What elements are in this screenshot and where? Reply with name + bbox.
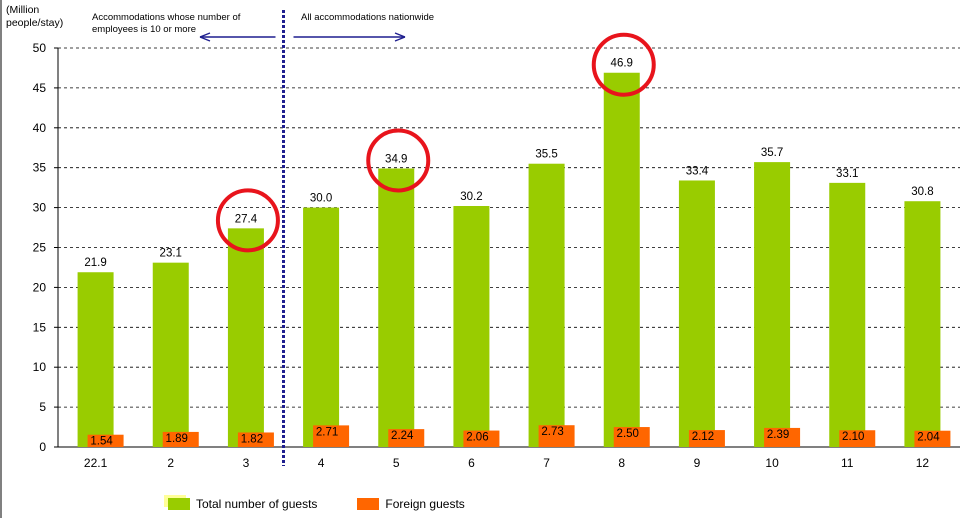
x-tick-label: 3 (243, 456, 250, 470)
data-label-total: 33.4 (686, 165, 709, 177)
highlight-circle (591, 32, 656, 97)
y-tick-label: 45 (33, 81, 47, 95)
x-tick-label: 4 (318, 456, 325, 470)
bar-foreign (839, 430, 876, 447)
data-label-foreign: 1.54 (90, 436, 113, 448)
bar-total (378, 168, 415, 448)
legend-swatch-foreign (357, 498, 380, 510)
bar-total (829, 182, 866, 447)
x-tick-label: 5 (393, 456, 400, 470)
y-tick-label: 15 (33, 320, 47, 334)
y-tick-label: 35 (33, 161, 47, 175)
bar-foreign (538, 425, 575, 447)
x-tick-label: 7 (543, 456, 550, 470)
data-label-foreign: 2.39 (767, 429, 789, 441)
data-label-foreign: 2.71 (316, 426, 338, 438)
y-axis-label: (Million people/stay) (6, 4, 64, 29)
x-tick-label: 8 (618, 456, 625, 470)
data-label-foreign: 1.89 (166, 433, 188, 445)
data-label-foreign: 1.82 (241, 433, 263, 445)
data-label-foreign: 2.50 (617, 428, 639, 440)
y-tick-label: 5 (39, 400, 46, 414)
bar-foreign (463, 430, 500, 447)
data-label-foreign: 2.12 (692, 431, 714, 443)
data-label-foreign: 2.10 (842, 431, 864, 443)
data-label-foreign: 2.24 (391, 430, 414, 442)
bar-total (227, 228, 264, 447)
data-label-total: 30.8 (911, 186, 933, 198)
arrow-left-head (199, 32, 211, 42)
y-tick-labels: 0 5 10 15 20 25 30 35 40 45 50 (33, 41, 47, 454)
arrow-right-head (394, 32, 406, 42)
bar-total (303, 207, 340, 447)
data-label-total: 46.9 (611, 58, 633, 70)
legend-label-foreign: Foreign guests (385, 497, 465, 511)
x-tick-labels: 22.1 2 3 4 5 6 7 8 9 10 11 12 (84, 456, 930, 470)
x-tick-label: 9 (694, 456, 701, 470)
bar-foreign (764, 427, 801, 447)
data-label-total: 30.0 (310, 193, 332, 205)
bar-foreign (237, 432, 274, 447)
highlight-circle (215, 188, 280, 253)
data-label-foreign: 2.73 (541, 426, 563, 438)
data-label-total: 33.1 (836, 168, 858, 180)
bar-total (453, 206, 490, 447)
bar-foreign (613, 427, 650, 447)
bar-total (528, 163, 565, 447)
bars: 21.9 1.54 23.1 1.89 27.4 1.82 30.0 2.71 34.9 2.24… (77, 58, 951, 448)
y-tick-label: 30 (33, 201, 47, 215)
bar-foreign (688, 430, 725, 447)
bar-foreign (914, 430, 951, 447)
bar-total (152, 262, 189, 447)
x-tick-label: 10 (765, 456, 779, 470)
x-tick-label: 11 (841, 456, 854, 470)
y-tick-label: 50 (33, 41, 47, 55)
legend: Total number of guests Foreign guests (168, 497, 505, 511)
y-tick-label: 40 (33, 121, 47, 135)
bar-foreign (87, 434, 124, 447)
bar-foreign (162, 431, 199, 447)
data-label-total: 34.9 (385, 153, 407, 165)
x-tick-label: 22.1 (84, 456, 108, 470)
annotations-overlay (199, 10, 656, 466)
x-tick-label: 12 (916, 456, 930, 470)
data-label-total: 30.2 (460, 191, 482, 203)
y-tick-label: 25 (33, 241, 47, 255)
data-label-total: 27.4 (235, 213, 258, 225)
data-label-foreign: 2.04 (917, 432, 940, 444)
bar-total (904, 201, 941, 447)
annotation-right: All accommodations nationwide (301, 12, 435, 23)
data-label-total: 23.1 (160, 248, 182, 260)
data-label-total: 35.5 (535, 149, 557, 161)
y-tick-label: 10 (33, 360, 47, 374)
x-tick-label: 2 (167, 456, 174, 470)
bar-foreign (388, 429, 425, 447)
bar-foreign (313, 425, 350, 447)
bar-total (754, 162, 791, 447)
bar-total (77, 272, 114, 447)
annotation-left: Accommodations whose number of employees… (92, 12, 241, 35)
bar-total (678, 180, 715, 447)
legend-label-total: Total number of guests (196, 497, 318, 511)
y-tick-label: 20 (33, 280, 47, 294)
bar-total (603, 72, 640, 447)
highlight-circle (366, 128, 431, 193)
legend-swatch-total (168, 498, 190, 510)
y-tick-label: 0 (39, 440, 46, 454)
data-label-total: 21.9 (84, 257, 106, 269)
data-label-foreign: 2.06 (466, 432, 488, 444)
data-label-total: 35.7 (761, 147, 783, 159)
x-tick-label: 6 (468, 456, 475, 470)
